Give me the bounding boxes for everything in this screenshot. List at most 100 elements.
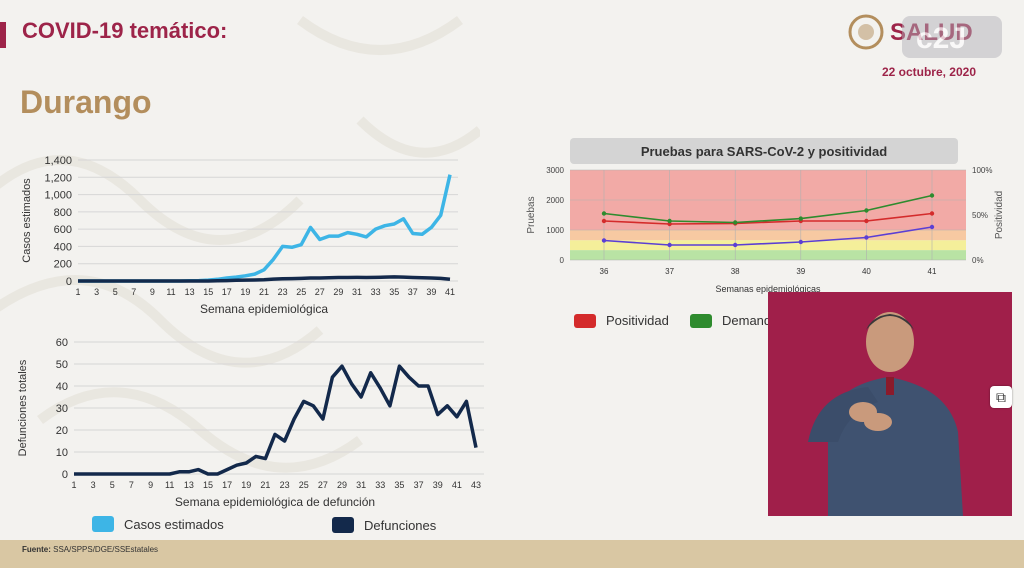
x-tick-label: 19 [241, 480, 251, 490]
date-label: 22 octubre, 2020 [881, 65, 976, 79]
legend-cases: Casos estimados [92, 516, 224, 532]
svg-text:c2J: c2J [916, 22, 966, 55]
x-tick-label: 15 [203, 287, 213, 297]
x-tick-label: 33 [371, 287, 381, 297]
y-tick-label: 1,200 [44, 172, 72, 184]
legend-positivity: Positividad [574, 313, 669, 328]
x-tick-label: 33 [375, 480, 385, 490]
x-tick-label: 37 [408, 287, 418, 297]
x-tick-label: 5 [113, 287, 118, 297]
y-tick-label: 800 [54, 207, 72, 219]
x-tick-label: 25 [296, 287, 306, 297]
legend-demand-label: Demanda [722, 313, 779, 328]
series-point-positividad [929, 211, 935, 216]
x-tick-label: 39 [433, 480, 443, 490]
threshold-band [570, 250, 966, 260]
title-accent-bar [0, 22, 6, 48]
x-tick-label: 25 [299, 480, 309, 490]
series-line-pruebas [603, 226, 933, 246]
x-tick-label: 39 [426, 287, 436, 297]
x-tick-label: 35 [394, 480, 404, 490]
y-tick-label: 30 [56, 403, 68, 415]
tests-chart-title-text: Pruebas para SARS-CoV-2 y positividad [640, 143, 888, 159]
legend-deaths-swatch [332, 517, 354, 533]
x-tick-label: 36 [600, 267, 609, 276]
x-tick-label: 39 [796, 267, 805, 276]
y-tick-label: 1,000 [44, 190, 72, 202]
source-label: Fuente: [22, 545, 51, 554]
y-tick-label: 60 [56, 337, 68, 349]
y-tick-label: 0 [560, 256, 565, 265]
x-tick-label: 9 [148, 480, 153, 490]
series-point-demanda [667, 218, 672, 224]
y-axis-label: Defunciones totales [17, 359, 29, 456]
legend-cases-swatch [92, 516, 114, 532]
x-tick-label: 37 [665, 267, 674, 276]
interpreter-figure [768, 292, 1012, 516]
y-tick-label: 600 [54, 224, 72, 236]
x-tick-label: 21 [259, 287, 269, 297]
series-point-pruebas [601, 238, 607, 243]
y-tick-label: 2000 [546, 196, 564, 205]
x-tick-label: 7 [129, 480, 134, 490]
legend-demand: Demanda [690, 313, 778, 328]
pip-toggle-button[interactable]: ⧉ [990, 386, 1012, 408]
y-tick-label: 3000 [546, 166, 564, 175]
x-tick-label: 1 [71, 480, 76, 490]
series-point-demanda [733, 220, 738, 225]
y-axis-label: Casos estimados [21, 178, 33, 263]
x-tick-label: 27 [318, 480, 328, 490]
x-tick-label: 40 [862, 267, 871, 276]
series-point-demanda [864, 208, 869, 213]
source-note: Fuente: SSA/SPPS/DGE/SSEstatales [22, 545, 158, 554]
x-tick-label: 17 [222, 287, 232, 297]
y-tick-label: 0 [62, 469, 68, 481]
legend-deaths-label: Defunciones [364, 517, 437, 533]
x-tick-label: 5 [110, 480, 115, 490]
x-tick-label: 1 [75, 287, 80, 297]
x-tick-label: 35 [389, 287, 399, 297]
series-point-pruebas [667, 242, 672, 248]
series-point-pruebas [798, 239, 803, 245]
y-tick-label: 400 [54, 241, 72, 253]
source-text: SSA/SPPS/DGE/SSEstatales [53, 545, 159, 554]
threshold-band [570, 240, 966, 251]
x-tick-label: 41 [452, 480, 462, 490]
x-tick-label: 13 [184, 480, 194, 490]
legend-demand-swatch [690, 313, 712, 328]
page-title: COVID-19 temático: [22, 18, 228, 43]
y-tick-label: 50 [56, 359, 68, 371]
x-tick-label: 41 [445, 287, 455, 297]
x-tick-label: 29 [333, 287, 343, 297]
series-line-defunciones [74, 364, 478, 476]
x-tick-label: 29 [337, 480, 347, 490]
y-tick-label: 10 [56, 447, 68, 459]
x-tick-label: 31 [356, 480, 366, 490]
x-tick-label: 43 [471, 480, 481, 490]
y-tick-label: 1000 [546, 226, 564, 235]
x-tick-label: 21 [260, 480, 270, 490]
x-tick-label: 3 [94, 287, 99, 297]
x-tick-label: 19 [240, 287, 250, 297]
series-point-pruebas [929, 224, 935, 230]
tests-chart: 0 1000 2000 3000 0% 50% 100% 36 37 38 39 40 41 Semana… [526, 166, 1005, 294]
x-tick-label: 27 [315, 287, 325, 297]
interpreter-video[interactable] [768, 292, 1012, 516]
series-point-demanda [601, 211, 607, 216]
y2-axis-label: Positividad [994, 191, 1005, 239]
series-line-defunciones [78, 275, 451, 283]
watermark-logo: c2J [902, 16, 1002, 58]
x-tick-label: 11 [165, 480, 174, 490]
y2-tick-label: 100% [972, 166, 992, 175]
x-axis-label: Semanas epidemiológicas [715, 284, 821, 294]
x-tick-label: 11 [166, 287, 175, 297]
legend-positivity-swatch [574, 313, 596, 328]
series-point-pruebas [864, 235, 869, 240]
series-line-positividad [603, 212, 933, 225]
y-tick-label: 40 [56, 381, 68, 393]
x-tick-label: 7 [131, 287, 136, 297]
x-tick-label: 13 [185, 287, 195, 297]
